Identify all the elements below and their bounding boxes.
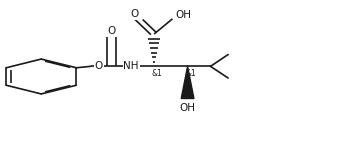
Polygon shape xyxy=(181,66,194,99)
Text: &1: &1 xyxy=(152,69,162,78)
Text: NH: NH xyxy=(124,61,139,71)
Text: &1: &1 xyxy=(185,69,196,78)
Text: OH: OH xyxy=(179,103,195,113)
Text: OH: OH xyxy=(175,10,191,20)
Text: O: O xyxy=(108,26,116,36)
Text: O: O xyxy=(131,9,139,19)
Text: O: O xyxy=(95,61,103,71)
